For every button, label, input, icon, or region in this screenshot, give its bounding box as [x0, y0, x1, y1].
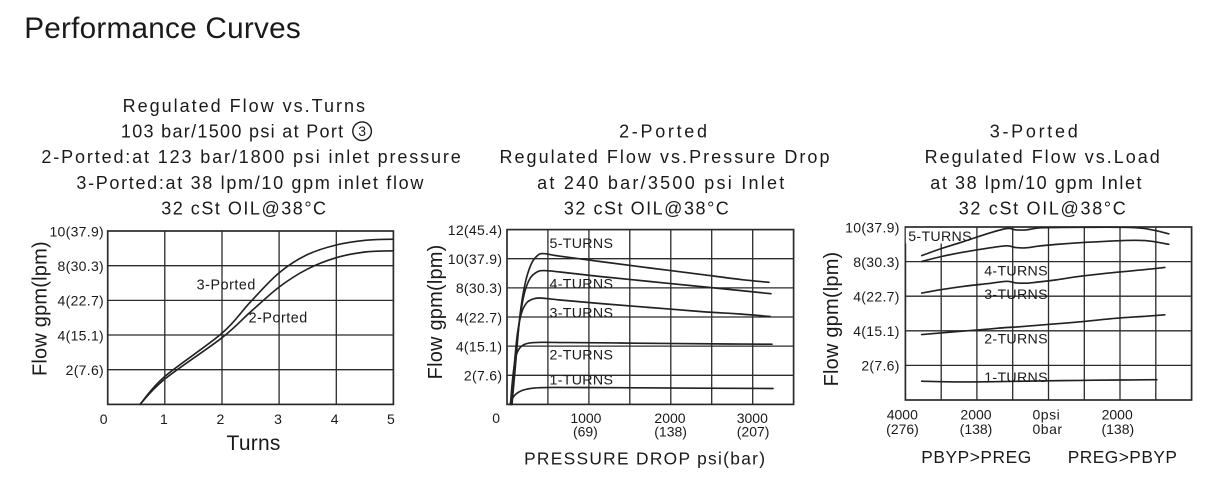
svg-text:at 240 bar/3500 psi Inlet: at 240 bar/3500 psi Inlet [537, 173, 786, 193]
svg-text:4000: 4000 [887, 407, 918, 423]
svg-text:2000: 2000 [1102, 407, 1133, 423]
svg-text:2(7.6): 2(7.6) [861, 358, 899, 374]
svg-text:10(37.9): 10(37.9) [49, 223, 104, 239]
svg-text:(138): (138) [960, 421, 993, 437]
svg-text:2-Ported: 2-Ported [619, 121, 710, 141]
svg-text:2: 2 [217, 411, 225, 427]
svg-text:Performance Curves: Performance Curves [24, 12, 301, 45]
svg-text:3-TURNS: 3-TURNS [984, 287, 1048, 303]
svg-text:0psi: 0psi [1033, 407, 1061, 423]
svg-text:Regulated Flow vs.Turns: Regulated Flow vs.Turns [123, 96, 367, 116]
svg-text:PREG>PBYP: PREG>PBYP [1068, 447, 1178, 467]
svg-text:3-TURNS: 3-TURNS [550, 305, 614, 321]
svg-text:at 38 lpm/10 gpm Inlet: at 38 lpm/10 gpm Inlet [930, 173, 1143, 193]
svg-text:(138): (138) [654, 423, 687, 439]
svg-text:32 cSt OIL@38°C: 32 cSt OIL@38°C [564, 199, 730, 219]
svg-text:8(30.3): 8(30.3) [58, 258, 104, 274]
svg-text:10(37.9): 10(37.9) [448, 251, 503, 267]
svg-text:2000: 2000 [654, 410, 685, 426]
svg-text:1: 1 [160, 411, 168, 427]
svg-text:2-Ported: 2-Ported [249, 310, 308, 326]
svg-text:2-Ported:at 123 bar/1800 psi i: 2-Ported:at 123 bar/1800 psi inlet press… [41, 147, 462, 167]
svg-text:Flow gpm(lpm): Flow gpm(lpm) [29, 241, 51, 376]
svg-text:4(22.7): 4(22.7) [853, 289, 899, 305]
svg-text:5-TURNS: 5-TURNS [550, 236, 614, 252]
svg-text:Regulated Flow vs.Pressure Dro: Regulated Flow vs.Pressure Drop [499, 147, 831, 167]
svg-text:5-TURNS: 5-TURNS [908, 229, 972, 245]
svg-text:8(30.3): 8(30.3) [456, 280, 502, 296]
svg-text:(276): (276) [886, 421, 919, 437]
svg-text:12(45.4): 12(45.4) [448, 222, 503, 238]
svg-text:4-TURNS: 4-TURNS [550, 277, 614, 293]
svg-text:4-TURNS: 4-TURNS [984, 263, 1048, 279]
svg-text:0bar: 0bar [1033, 421, 1063, 437]
svg-text:2-TURNS: 2-TURNS [550, 348, 614, 364]
svg-text:103 bar/1500 psi at Port: 103 bar/1500 psi at Port [121, 121, 345, 141]
svg-text:3: 3 [274, 411, 282, 427]
svg-text:1-TURNS: 1-TURNS [984, 370, 1048, 386]
svg-text:(69): (69) [573, 423, 598, 439]
svg-text:2(7.6): 2(7.6) [464, 368, 502, 384]
svg-text:(207): (207) [737, 423, 770, 439]
svg-text:4(15.1): 4(15.1) [456, 338, 502, 354]
svg-text:4(22.7): 4(22.7) [58, 293, 104, 309]
svg-text:2(7.6): 2(7.6) [66, 362, 104, 378]
svg-text:PRESSURE DROP psi(bar): PRESSURE DROP psi(bar) [524, 448, 766, 468]
svg-text:2-TURNS: 2-TURNS [984, 331, 1048, 347]
svg-text:5: 5 [387, 411, 395, 427]
svg-text:PBYP>PREG: PBYP>PREG [921, 447, 1032, 467]
svg-text:4(15.1): 4(15.1) [58, 327, 104, 343]
svg-text:Flow gpm(lpm): Flow gpm(lpm) [821, 252, 843, 387]
svg-text:3-Ported: 3-Ported [990, 121, 1081, 141]
svg-text:(138): (138) [1101, 421, 1134, 437]
svg-text:1000: 1000 [570, 410, 601, 426]
svg-text:3: 3 [358, 123, 366, 139]
svg-text:Turns: Turns [227, 432, 281, 455]
svg-text:32 cSt OIL@38°C: 32 cSt OIL@38°C [161, 199, 327, 219]
svg-text:2000: 2000 [960, 407, 991, 423]
svg-text:0: 0 [100, 411, 108, 427]
svg-text:Flow gpm(lpm): Flow gpm(lpm) [425, 244, 447, 379]
svg-text:10(37.9): 10(37.9) [845, 219, 900, 235]
svg-text:1-TURNS: 1-TURNS [550, 373, 614, 389]
svg-text:4(15.1): 4(15.1) [853, 323, 899, 339]
svg-text:32 cSt OIL@38°C: 32 cSt OIL@38°C [959, 199, 1128, 219]
svg-text:0: 0 [492, 410, 500, 426]
svg-text:8(30.3): 8(30.3) [853, 254, 899, 270]
svg-text:Regulated Flow vs.Load: Regulated Flow vs.Load [925, 147, 1162, 167]
svg-text:3000: 3000 [737, 410, 768, 426]
svg-text:3-Ported: 3-Ported [197, 277, 256, 293]
svg-text:3-Ported:at 38 lpm/10 gpm inle: 3-Ported:at 38 lpm/10 gpm inlet flow [76, 173, 425, 193]
svg-text:4(22.7): 4(22.7) [456, 309, 502, 325]
svg-text:4: 4 [331, 411, 339, 427]
